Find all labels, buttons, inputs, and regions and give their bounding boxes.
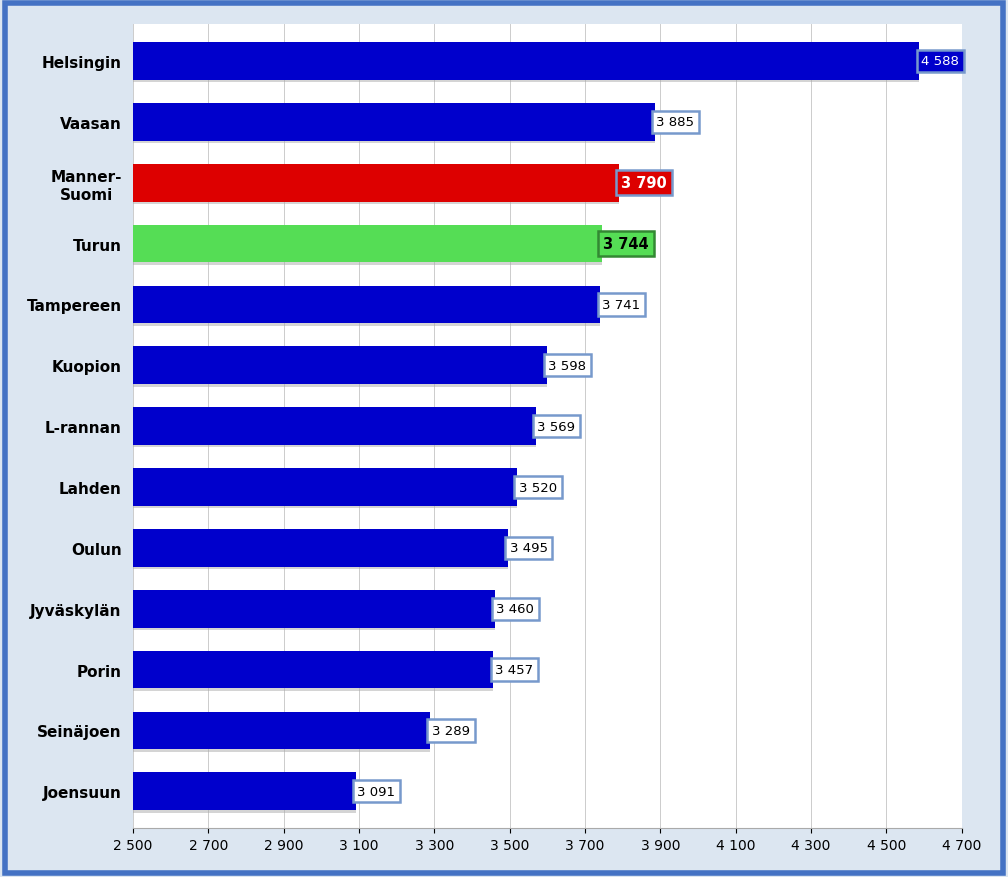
Bar <box>133 712 430 750</box>
Bar <box>133 46 919 83</box>
Bar <box>133 471 517 509</box>
Text: 3 495: 3 495 <box>510 542 547 555</box>
Text: 3 091: 3 091 <box>358 785 395 798</box>
Text: 3 460: 3 460 <box>496 602 534 616</box>
Text: 3 741: 3 741 <box>602 298 640 311</box>
Bar <box>133 531 508 569</box>
Bar <box>133 167 619 204</box>
Bar <box>133 651 494 688</box>
Bar <box>133 228 602 266</box>
Bar <box>133 590 495 628</box>
Bar <box>133 106 654 144</box>
Bar <box>133 289 601 326</box>
Bar <box>133 286 601 324</box>
Bar <box>133 43 919 81</box>
Bar <box>133 225 602 263</box>
Bar <box>133 593 495 631</box>
Bar <box>133 773 356 810</box>
Text: 3 520: 3 520 <box>519 481 557 494</box>
Bar <box>133 165 619 203</box>
Text: 4 588: 4 588 <box>921 55 960 68</box>
Bar <box>133 468 517 506</box>
Text: 3 744: 3 744 <box>604 237 649 252</box>
Text: 3 457: 3 457 <box>495 663 533 676</box>
Text: 3 289: 3 289 <box>432 724 470 737</box>
Bar <box>133 714 430 752</box>
Bar <box>133 347 546 385</box>
Bar <box>133 530 508 567</box>
Bar <box>133 349 546 387</box>
Bar <box>133 408 535 446</box>
Bar <box>133 103 654 141</box>
Text: 3 598: 3 598 <box>548 360 587 373</box>
Bar <box>133 653 494 691</box>
Bar <box>133 775 356 813</box>
Text: 3 790: 3 790 <box>621 176 666 191</box>
Bar <box>133 410 535 448</box>
Text: 3 885: 3 885 <box>656 116 695 129</box>
Text: 3 569: 3 569 <box>537 420 576 433</box>
